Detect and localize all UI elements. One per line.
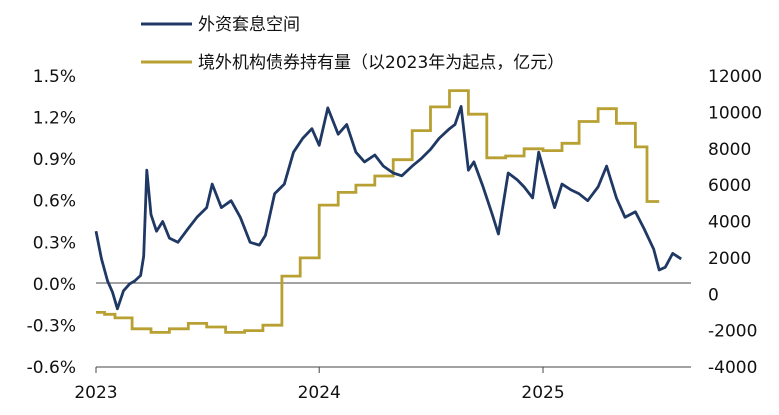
legend-label-holdings: 境外机构债券持有量（以2023年为起点，亿元） xyxy=(198,53,564,73)
right-axis-tick-label: 4000 xyxy=(708,213,751,233)
legend: 外资套息空间 境外机构债券持有量（以2023年为起点，亿元） xyxy=(141,15,564,73)
right-axis-tick-label: 10000 xyxy=(708,103,762,123)
left-axis-tick-label: 1.5% xyxy=(33,67,76,87)
series-line-holdings xyxy=(96,89,660,334)
left-axis-tick-label: -0.6% xyxy=(27,358,76,378)
right-axis-tick-label: 2000 xyxy=(708,249,751,269)
series-line-rate-spread xyxy=(94,105,682,311)
left-axis-tick-label: 0.0% xyxy=(33,275,76,295)
right-axis-tick-label: -4000 xyxy=(708,358,757,378)
left-axis-tick-label: -0.3% xyxy=(27,316,76,336)
right-axis-tick-label: 6000 xyxy=(708,176,751,196)
right-axis-tick-label: 0 xyxy=(708,285,719,305)
right-axis-tick-label: 8000 xyxy=(708,140,751,160)
right-axis-ticks: -4000 -2000 0 2000 4000 6000 8000 10000 12000 xyxy=(708,67,762,378)
x-axis-tick-label: 2025 xyxy=(521,383,564,403)
right-axis-tick-label: -2000 xyxy=(708,322,757,342)
right-axis-tick-label: 12000 xyxy=(708,67,762,87)
left-axis-ticks: -0.6% -0.3% 0.0% 0.3% 0.6% 0.9% 1.2% 1.5% xyxy=(27,67,76,378)
left-axis-tick-label: 0.9% xyxy=(33,150,76,170)
left-axis-tick-label: 1.2% xyxy=(33,109,76,129)
x-axis-tick-label: 2023 xyxy=(74,383,117,403)
legend-label-rate-spread: 外资套息空间 xyxy=(198,15,300,35)
left-axis-tick-label: 0.3% xyxy=(33,233,76,253)
x-axis-tick-label: 2024 xyxy=(298,383,341,403)
x-axis-ticks: 2023 2024 2025 xyxy=(74,367,565,403)
left-axis-tick-label: 0.6% xyxy=(33,192,76,212)
